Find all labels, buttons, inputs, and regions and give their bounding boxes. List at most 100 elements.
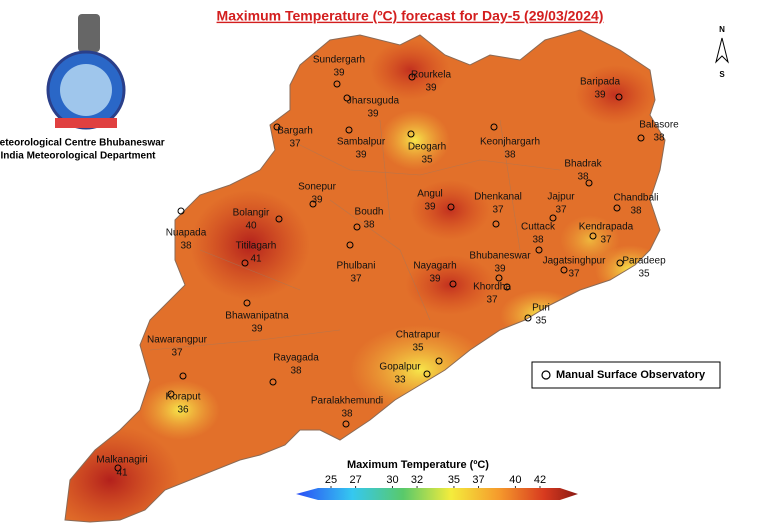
station-marker <box>273 123 281 131</box>
station-marker <box>408 73 416 81</box>
colorbar-tick-label: 42 <box>534 474 546 486</box>
station-marker <box>346 241 354 249</box>
station-name: Khordha <box>473 282 511 293</box>
station-value: 37 <box>486 295 498 306</box>
colorbar-tick-label: 30 <box>386 474 398 486</box>
station-marker <box>503 283 511 291</box>
station-name: Sonepur <box>298 182 336 193</box>
station-value: 37 <box>171 348 183 359</box>
station-name: Phulbani <box>337 261 376 272</box>
station-marker <box>423 370 431 378</box>
station-marker <box>490 123 498 131</box>
station-value: 38 <box>290 366 302 377</box>
colorbar-tick-label: 32 <box>411 474 423 486</box>
station-marker <box>333 80 341 88</box>
station-name: Titilagarh <box>236 241 277 252</box>
station-marker <box>535 246 543 254</box>
station-name: Kendrapada <box>579 222 634 233</box>
station-name: Bhubaneswar <box>469 251 531 262</box>
station-marker <box>309 200 317 208</box>
station-marker <box>495 274 503 282</box>
org-name: Meteorological Centre Bhubaneswar <box>0 138 165 149</box>
station-value: 33 <box>394 375 406 386</box>
station-marker <box>435 357 443 365</box>
station-marker <box>269 378 277 386</box>
colorbar-tick-label: 27 <box>349 474 361 486</box>
south-label: S <box>719 70 725 79</box>
station-marker <box>449 280 457 288</box>
station-name: Rayagada <box>273 353 319 364</box>
station-name: Nuapada <box>166 228 207 239</box>
north-label: N <box>719 25 725 34</box>
colorbar-title: Maximum Temperature (ºC) <box>347 459 489 471</box>
station-marker <box>353 223 361 231</box>
station-value: 37 <box>492 205 504 216</box>
station-marker <box>447 203 455 211</box>
station-name: Bhadrak <box>564 159 602 170</box>
station-name: Koraput <box>165 392 200 403</box>
station-marker <box>114 464 122 472</box>
station-name: Puri <box>532 303 550 314</box>
station-name: Rourkela <box>411 70 451 81</box>
station-marker <box>167 390 175 398</box>
station-value: 39 <box>429 274 441 285</box>
station-value: 35 <box>638 269 650 280</box>
station-value: 39 <box>311 195 323 206</box>
district-borders <box>149 119 561 351</box>
station-marker <box>616 259 624 267</box>
station-value: 39 <box>424 202 436 213</box>
station-name: Bhawanipatna <box>225 311 289 322</box>
station-marker <box>560 266 568 274</box>
station-name: Paradeep <box>622 256 666 267</box>
station-value: 39 <box>594 90 606 101</box>
station-name: Deogarh <box>408 142 446 153</box>
station-name: Jharsuguda <box>347 96 400 107</box>
station-name: Chatrapur <box>396 330 441 341</box>
station-name: Angul <box>417 189 443 200</box>
station-value: 38 <box>180 241 192 252</box>
station-name: Chandbali <box>613 193 658 204</box>
station-value: 37 <box>568 269 580 280</box>
station-value: 37 <box>350 274 362 285</box>
org-name: India Meteorological Department <box>0 151 156 162</box>
station-marker <box>615 93 623 101</box>
station-marker <box>343 94 351 102</box>
station-value: 35 <box>412 343 424 354</box>
station-name: Jajpur <box>547 192 575 203</box>
station-value: 39 <box>355 150 367 161</box>
station-marker <box>613 204 621 212</box>
station-marker <box>241 259 249 267</box>
colorbar: 25 27 30 32 35 37 40 42 <box>296 474 578 500</box>
station-value: 38 <box>363 220 375 231</box>
station-name: Gopalpur <box>379 362 421 373</box>
station-value: 38 <box>532 235 544 246</box>
station-value: 39 <box>425 83 437 94</box>
station-name: Nawarangpur <box>147 335 208 346</box>
station-marker <box>243 299 251 307</box>
station-value: 35 <box>421 155 433 166</box>
station-value: 41 <box>116 468 128 479</box>
station-value: 40 <box>245 221 257 232</box>
station-value: 38 <box>341 409 353 420</box>
station-value: 37 <box>555 205 567 216</box>
station-name: Keonjhargarh <box>480 137 540 148</box>
colorbar-tick-label: 40 <box>509 474 521 486</box>
station-marker <box>524 314 532 322</box>
station-name: Balasore <box>639 120 679 131</box>
station-name: Sambalpur <box>337 137 386 148</box>
station-name: Paralakhemundi <box>311 396 383 407</box>
station-value: 36 <box>177 405 189 416</box>
station-value: 41 <box>250 254 262 265</box>
station-name: Baripada <box>580 77 620 88</box>
station-marker <box>179 372 187 380</box>
legend: Manual Surface Observatory <box>531 361 721 389</box>
station-marker <box>407 130 415 138</box>
station-marker <box>589 232 597 240</box>
station-value: 39 <box>367 109 379 120</box>
station-marker <box>275 215 283 223</box>
station-value: 38 <box>504 150 516 161</box>
station-marker <box>637 134 645 142</box>
logo <box>46 14 126 130</box>
station-name: Bolangir <box>233 208 270 219</box>
